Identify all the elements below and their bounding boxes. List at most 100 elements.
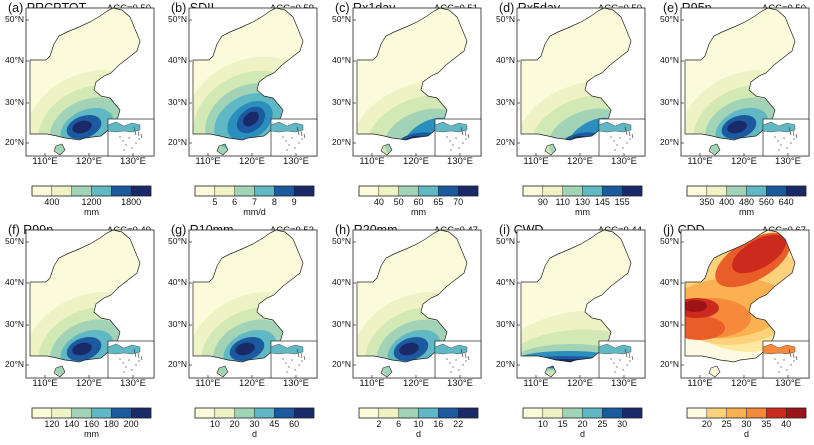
- contour-band: [72, 120, 92, 134]
- latitude-label: 30°N: [168, 319, 187, 329]
- colorbar-unit: mm: [84, 207, 99, 217]
- colorbar-tick-label: 110: [555, 197, 570, 207]
- colorbar-tick-label: 9: [291, 197, 297, 207]
- colorbar-segment: [621, 185, 643, 197]
- latitude-label: 20°N: [168, 359, 187, 369]
- colorbar-segment: [254, 185, 275, 197]
- map-panel: (h) R20mmACC=0.4750°N40°N30°N20°N110°E12…: [329, 222, 492, 444]
- colorbar-tick-label: 155: [614, 197, 630, 207]
- colorbar-segment: [457, 407, 479, 419]
- longitude-label: 120°E: [239, 378, 265, 389]
- colorbar-segment: [726, 185, 747, 197]
- latitude-label: 50°N: [168, 236, 187, 246]
- latitude-label: 30°N: [496, 319, 515, 329]
- colorbar-segment: [293, 185, 315, 197]
- colorbar-tick-label: 30: [741, 419, 752, 429]
- colorbar-tick-label: 120: [44, 419, 60, 429]
- contour-band: [235, 342, 255, 356]
- latitude-label: 20°N: [660, 137, 679, 147]
- colorbar-segment: [214, 407, 235, 419]
- map-panel: (b) SDIIACC=0.5950°N40°N30°N20°N110°E120…: [165, 0, 328, 222]
- map-svg: [25, 229, 155, 419]
- colorbar-segment: [457, 185, 479, 197]
- latitude-label: 20°N: [168, 137, 187, 147]
- colorbar-unit: mm: [84, 429, 99, 439]
- colorbar-segment: [214, 185, 235, 197]
- colorbar-segment: [726, 407, 747, 419]
- colorbar-segment: [438, 407, 459, 419]
- colorbar-segment: [766, 185, 787, 197]
- colorbar-segment: [746, 407, 767, 419]
- latitude-label: 40°N: [332, 277, 351, 287]
- china-outline: [192, 229, 304, 363]
- latitude-label: 50°N: [660, 14, 679, 24]
- hainan-outline: [216, 143, 229, 156]
- latitude-label: 50°N: [496, 236, 515, 246]
- colorbar-segment: [111, 407, 132, 419]
- longitude-label: 130°E: [120, 378, 146, 389]
- south-china-sea-inset: [107, 118, 155, 157]
- longitude-label: 130°E: [120, 156, 146, 167]
- latitude-label: 50°N: [496, 14, 515, 24]
- colorbar-segment: [602, 407, 623, 419]
- latitude-label: 20°N: [660, 359, 679, 369]
- latitude-label: 40°N: [5, 277, 24, 287]
- china-outline: [684, 7, 796, 141]
- hainan-outline: [544, 365, 557, 378]
- colorbar-tick-label: 640: [778, 197, 794, 207]
- colorbar-tick-label: 200: [123, 419, 139, 429]
- colorbar-segment: [522, 185, 544, 197]
- latitude-label: 30°N: [5, 97, 24, 107]
- colorbar-tick-label: 145: [594, 197, 610, 207]
- colorbar-segment: [293, 407, 315, 419]
- colorbar-segment: [542, 407, 563, 419]
- colorbar-tick-label: 180: [103, 419, 119, 429]
- latitude-label: 50°N: [660, 236, 679, 246]
- longitude-label: 130°E: [283, 156, 309, 167]
- hainan-outline: [380, 143, 393, 156]
- colorbar-segment: [542, 185, 563, 197]
- colorbar-tick-label: 560: [758, 197, 774, 207]
- latitude-label: 50°N: [332, 236, 351, 246]
- colorbar-unit: mm: [575, 207, 590, 217]
- colorbar-segment: [562, 185, 583, 197]
- south-china-sea-inset: [598, 340, 646, 379]
- colorbar-tick-label: 1800: [121, 197, 142, 207]
- south-china-sea-inset: [762, 340, 810, 379]
- colorbar-tick-label: 10: [209, 419, 220, 429]
- colorbar-tick-label: 400: [44, 197, 60, 207]
- colorbar-segment: [602, 185, 623, 197]
- latitude-label: 20°N: [496, 137, 515, 147]
- latitude-label: 20°N: [496, 359, 515, 369]
- colorbar-segment: [130, 407, 152, 419]
- latitude-label: 40°N: [5, 55, 24, 65]
- colorbar-unit: mm/d: [243, 207, 266, 217]
- hainan-outline: [708, 143, 721, 156]
- hainan-outline: [216, 365, 229, 378]
- longitude-label: 130°E: [447, 378, 473, 389]
- hainan-outline: [708, 365, 721, 378]
- colorbar-segment: [130, 185, 152, 197]
- colorbar-segment: [686, 407, 708, 419]
- colorbar-tick-label: 160: [83, 419, 100, 429]
- china-outline: [192, 7, 304, 141]
- contour-band: [399, 342, 419, 356]
- south-china-sea-inset: [434, 118, 482, 157]
- colorbar-segment: [378, 185, 399, 197]
- colorbar-segment: [582, 185, 603, 197]
- colorbar-tick-label: 480: [738, 197, 755, 207]
- colorbar-segment: [51, 185, 72, 197]
- colorbar-tick-label: 10: [413, 419, 424, 429]
- china-outline: [356, 229, 468, 363]
- colorbar-segment: [785, 407, 807, 419]
- map-svg: [516, 229, 646, 419]
- colorbar-segment: [746, 185, 767, 197]
- colorbar-segment: [234, 185, 255, 197]
- colorbar-segment: [582, 407, 603, 419]
- map-panel: (f) R99pACC=0.4950°N40°N30°N20°N110°E120…: [2, 222, 165, 444]
- colorbar-segment: [194, 407, 216, 419]
- colorbar-segment: [31, 185, 53, 197]
- colorbar: [31, 185, 152, 197]
- latitude-label: 30°N: [168, 97, 187, 107]
